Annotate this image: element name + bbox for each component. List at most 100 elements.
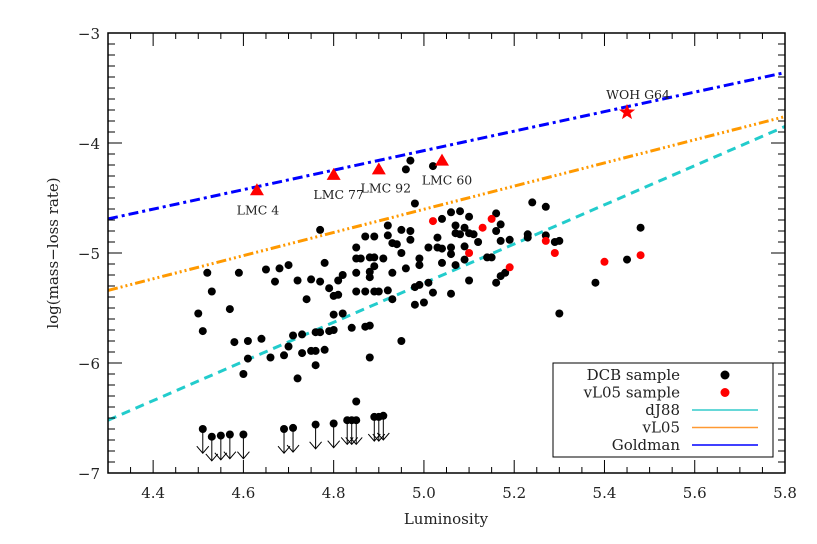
- dcb-point: [338, 309, 347, 318]
- triangle-marker: [326, 167, 341, 180]
- dcb-point: [361, 232, 370, 241]
- x-tick-label: 5.8: [773, 484, 797, 502]
- dcb-point: [388, 268, 397, 277]
- dcb-point: [275, 264, 284, 273]
- dcb-point: [316, 225, 325, 234]
- dcb-point: [370, 253, 379, 262]
- arrow-down-icon: [223, 451, 237, 460]
- dcb-point: [261, 265, 270, 274]
- upper-limit-point: [216, 431, 225, 440]
- y-axis-title: log(mass−loss rate): [44, 177, 62, 328]
- dcb-point: [266, 353, 275, 362]
- dcb-point: [460, 223, 469, 232]
- upper-limit: [237, 430, 250, 460]
- dcb-point: [307, 275, 316, 284]
- upper-limit: [327, 419, 341, 449]
- dcb-point: [284, 342, 293, 351]
- upper-limit: [376, 411, 390, 441]
- arrow-down-icon: [327, 440, 341, 449]
- upper-limit: [349, 416, 363, 446]
- dcb-point: [198, 327, 207, 336]
- legend-label: Goldman: [612, 436, 681, 454]
- x-tick-label: 4.4: [141, 484, 165, 502]
- x-axis-title: Luminosity: [404, 510, 489, 528]
- dcb-point: [496, 236, 505, 245]
- dcb-point: [361, 287, 370, 296]
- dcb-point: [591, 278, 600, 287]
- upper-limit: [196, 425, 210, 454]
- dcb-point: [392, 240, 401, 249]
- dcb-point: [447, 208, 456, 217]
- arrow-down-icon: [349, 437, 363, 446]
- dcb-point: [383, 286, 392, 295]
- dcb-point: [298, 349, 307, 358]
- dcb-point: [401, 165, 410, 174]
- dcb-point: [406, 156, 415, 165]
- dcb-point: [424, 278, 433, 287]
- triangle-marker: [434, 153, 449, 166]
- triangle-marker: [371, 162, 386, 175]
- dcb-point: [451, 261, 460, 270]
- dcb-point: [456, 207, 465, 216]
- dcb-point: [492, 209, 501, 218]
- vl05-point: [541, 236, 550, 245]
- dcb-point: [447, 250, 456, 259]
- dcb-point: [383, 221, 392, 230]
- star-marker: [618, 103, 636, 120]
- dcb-point: [528, 198, 537, 207]
- dcb-point: [437, 214, 446, 223]
- arrow-down-icon: [340, 437, 354, 446]
- dcb-point: [433, 233, 442, 242]
- dcb-point: [356, 254, 365, 263]
- dcb-point: [541, 231, 550, 240]
- annotation-label: LMC 4: [237, 202, 280, 217]
- upper-limit-point: [207, 432, 216, 441]
- annotation-label: WOH G64: [606, 87, 670, 102]
- dcb-point: [334, 276, 343, 285]
- dcb-point: [523, 233, 532, 242]
- x-tick-label: 5.2: [502, 484, 526, 502]
- dcb-point: [203, 268, 212, 277]
- triangle-marker: [249, 183, 264, 196]
- vl05-point: [478, 223, 487, 232]
- dcb-point: [365, 321, 374, 330]
- dcb-point: [284, 261, 293, 270]
- upper-limit-point: [280, 425, 289, 433]
- annotation-label: LMC 77: [313, 187, 364, 202]
- dcb-point: [379, 254, 388, 263]
- arrow-down-icon: [205, 453, 219, 462]
- dcb-point: [456, 230, 465, 239]
- dcb-point: [406, 235, 415, 244]
- dcb-point: [415, 261, 424, 270]
- upper-limit: [286, 423, 300, 453]
- legend-marker: [720, 388, 730, 397]
- upper-limit-point: [289, 423, 298, 432]
- dcb-point: [311, 361, 320, 370]
- dcb-point: [243, 337, 252, 345]
- vl05-point: [550, 249, 559, 257]
- arrow-down-icon: [309, 441, 322, 450]
- axes: 4.4 4.6 4.8 5.0 5.2 5.4 5.6 5.8 −7 −6 −5 −4 −3: [78, 25, 797, 502]
- dcb-point: [347, 323, 356, 332]
- dcb-point: [501, 268, 510, 277]
- dcb-point: [401, 264, 410, 273]
- dcb-point: [428, 288, 437, 297]
- dcb-point: [316, 277, 325, 286]
- arrow-down-icon: [237, 451, 250, 460]
- dcb-point: [460, 255, 469, 264]
- dcb-point: [636, 223, 645, 232]
- dcb-point: [298, 330, 307, 339]
- upper-limit: [277, 425, 291, 454]
- dcb-point: [374, 287, 383, 296]
- dcb-point: [406, 227, 415, 235]
- dcb-point: [352, 243, 361, 252]
- dcb-point: [415, 254, 424, 263]
- vl05-point: [487, 214, 496, 223]
- dcb-point: [428, 162, 437, 171]
- y-tick-label: −7: [78, 465, 100, 483]
- dcb-point: [388, 295, 397, 304]
- dcb-point: [365, 353, 374, 362]
- vl05-point: [636, 251, 645, 260]
- dcb-point: [365, 273, 374, 282]
